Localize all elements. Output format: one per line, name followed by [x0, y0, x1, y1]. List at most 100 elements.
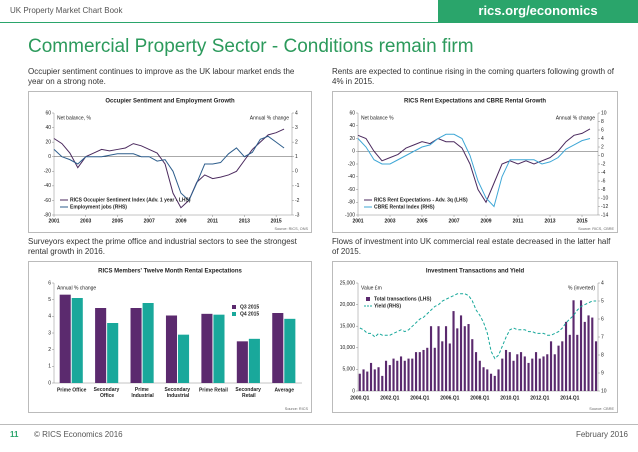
x-tick-label: Prime Retail — [199, 387, 229, 393]
y2-tick-label: 3 — [295, 125, 298, 131]
x-tick-label: 2002.Q1 — [380, 395, 399, 401]
bar — [459, 315, 463, 391]
bar — [512, 360, 515, 391]
source-note: Source: CBRE — [589, 407, 614, 411]
bar — [448, 343, 451, 391]
bar — [396, 360, 399, 391]
x-tick-label: 2008.Q1 — [470, 395, 489, 401]
bar — [362, 369, 365, 391]
y2-tick-label: -2 — [601, 161, 606, 167]
bar — [542, 356, 545, 391]
bar — [534, 352, 538, 391]
y2-tick-label: 0 — [295, 169, 298, 175]
bar — [561, 341, 564, 391]
legend-label: RICS Rent Expectations - Adv. 3q (LHS) — [374, 197, 468, 203]
y-tick-label: 0 — [352, 149, 355, 155]
y2-tick-label: -12 — [601, 204, 608, 210]
y2-tick-label: -1 — [295, 183, 300, 189]
bar — [433, 347, 436, 391]
bar — [272, 313, 284, 383]
y-axis-label: Net balance, % — [57, 115, 91, 121]
line — [53, 135, 285, 202]
bar — [142, 303, 154, 383]
date: February 2016 — [575, 430, 628, 439]
chart-title: RICS Rent Expectations and CBRE Rental G… — [404, 99, 546, 105]
bar — [538, 358, 541, 391]
bar — [437, 326, 440, 391]
bar — [474, 352, 478, 391]
y2-tick-label: 10 — [601, 110, 607, 116]
y2-tick-label: 5 — [601, 298, 604, 304]
bar — [426, 347, 429, 391]
bar — [486, 369, 489, 391]
y-tick-label: 25,000 — [340, 280, 356, 286]
line — [359, 293, 597, 360]
y2-tick-label: 4 — [601, 280, 604, 286]
y-tick-label: -80 — [348, 200, 355, 206]
x-tick-label: Average — [275, 387, 295, 393]
header-rule — [0, 22, 638, 23]
x-tick-label: 2007 — [448, 218, 459, 224]
x-tick-label: 2015 — [271, 218, 282, 224]
x-tick-label: 2011 — [207, 218, 218, 224]
site-url: rics.org/economics — [438, 0, 638, 22]
x-tick-label: 2010.Q1 — [500, 395, 519, 401]
x-tick-label: Prime Office — [57, 387, 87, 393]
bar — [504, 349, 508, 391]
bar — [418, 352, 421, 391]
bar — [384, 360, 388, 391]
y2-tick-label: 0 — [601, 153, 604, 159]
bar — [71, 298, 83, 383]
x-tick-label: 2001 — [48, 218, 59, 224]
panel-frame — [28, 91, 312, 233]
y2-tick-label: 2 — [295, 139, 298, 145]
legend-label: Total transactions (LHS) — [374, 296, 432, 302]
bar — [165, 315, 178, 383]
bar — [549, 341, 553, 391]
y-tick-label: 5 — [48, 297, 51, 303]
legend-label: Q3 2015 — [240, 304, 259, 310]
y-tick-label: 3 — [48, 330, 51, 336]
chart-title: Occupier Sentiment and Employment Growth — [105, 99, 235, 105]
bar — [463, 326, 466, 391]
legend-swatch — [232, 305, 236, 309]
y-tick-label: -60 — [44, 198, 51, 204]
y2-tick-label: -4 — [601, 170, 606, 176]
x-tick-label: 2013 — [239, 218, 250, 224]
legend-label: Q4 2015 — [240, 311, 259, 317]
bar — [553, 354, 556, 391]
y-tick-label: -60 — [348, 187, 355, 193]
bar — [422, 349, 425, 391]
x-tick-label: Secondary Retail — [235, 387, 262, 399]
bar — [478, 360, 481, 391]
line — [53, 128, 285, 209]
bar — [516, 354, 519, 391]
bar — [527, 362, 530, 391]
source-note: Source: RICS, CBRE — [578, 227, 614, 231]
y-tick-label: 0 — [48, 154, 51, 160]
y-tick-label: 20 — [45, 139, 51, 145]
bar — [497, 369, 500, 391]
y-tick-label: -40 — [348, 174, 355, 180]
legend-label: RICS Occupier Sentiment Index (Adv. 1 ye… — [70, 197, 191, 203]
y-tick-label: 15,000 — [340, 324, 356, 330]
bar — [407, 358, 410, 391]
bar — [452, 311, 455, 391]
y-axis-label: Value £m — [361, 285, 382, 291]
y-tick-label: 10,000 — [340, 345, 356, 351]
bar — [482, 367, 485, 391]
book-title: UK Property Market Chart Book — [10, 6, 123, 15]
chart: Occupier Sentiment and Employment Growth… — [28, 91, 312, 233]
legend-label: Employment jobs (RHS) — [70, 204, 127, 210]
x-tick-label: 2005 — [112, 218, 123, 224]
x-tick-label: 2007 — [144, 218, 155, 224]
y-tick-label: -20 — [348, 161, 355, 167]
bar — [213, 314, 225, 383]
bar — [248, 338, 260, 383]
y2-tick-label: 9 — [601, 370, 604, 376]
x-tick-label: 2009 — [480, 218, 491, 224]
bar — [572, 300, 575, 391]
bar — [489, 373, 493, 391]
bar — [557, 345, 560, 391]
